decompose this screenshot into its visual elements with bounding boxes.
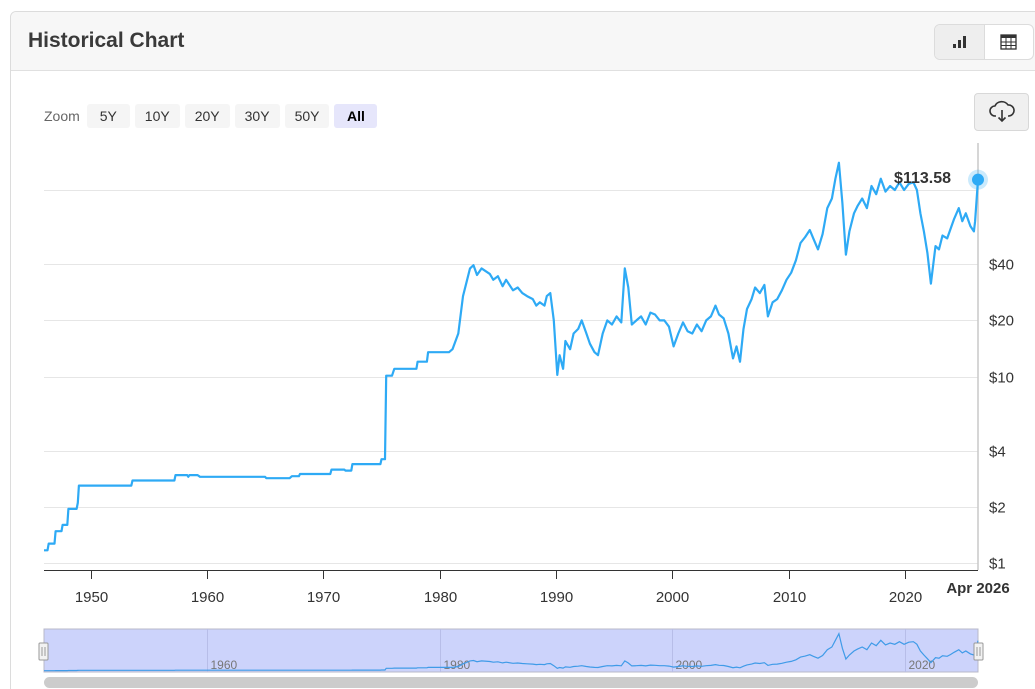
x-tick-label: 2000 [656,589,689,606]
y-tick-label: $4 [989,444,1006,461]
zoom-30y-button[interactable]: 30Y [234,104,280,128]
zoom-selector: Zoom 5Y 10Y 20Y 30Y 50Y All [44,104,378,128]
navigator-range[interactable] [43,628,979,673]
historical-chart-card: Historical Chart [10,11,1035,689]
zoom-label: Zoom [44,108,80,124]
price-line [44,161,980,552]
navigator-left-handle[interactable] [38,642,49,661]
cloud-download-icon [988,100,1015,123]
y-axis-labels: $1 $2 $4 $10 $20 $40 [989,257,1014,573]
zoom-5y-button[interactable]: 5Y [86,104,130,128]
y-tick-label: $20 [989,313,1014,330]
gridlines [44,190,978,564]
navigator-label: 2020 [909,658,936,672]
y-tick-label: $10 [989,370,1014,387]
navigator-label: 1980 [444,658,471,672]
y-tick-label: $1 [989,556,1006,573]
last-point-marker[interactable] [972,173,984,186]
zoom-20y-button[interactable]: 20Y [184,104,230,128]
table-view-button[interactable] [985,25,1034,59]
x-tick-label: 1990 [540,589,573,606]
x-end-label: Apr 2026 [946,580,1009,597]
view-toggle [934,24,1034,60]
zoom-all-button[interactable]: All [334,104,378,128]
navigator-line [44,632,979,672]
x-axis-labels: 1950 1960 1970 1980 1990 2000 2010 2020 [75,571,922,606]
download-button[interactable] [974,93,1029,131]
navigator-gridlines: 1960 1980 2000 2020 [207,629,936,672]
chart-view-button[interactable] [935,25,985,59]
x-tick-label: 1950 [75,589,108,606]
x-tick-label: 2010 [773,589,806,606]
page-title: Historical Chart [28,29,185,52]
card-header: Historical Chart [11,12,1035,71]
x-tick-label: 1960 [191,589,224,606]
navigator-label: 2000 [676,658,703,672]
x-tick-label: 1980 [424,589,457,606]
zoom-50y-button[interactable]: 50Y [284,104,330,128]
navigator-right-handle[interactable] [973,642,984,661]
y-tick-label: $2 [989,500,1006,517]
bar-chart-icon [953,36,967,48]
navigator-label: 1960 [211,658,238,672]
last-value-label: $113.58 [894,170,951,187]
navigator-scrollbar[interactable] [44,677,978,688]
zoom-10y-button[interactable]: 10Y [134,104,180,128]
table-icon [1000,34,1017,50]
y-tick-label: $40 [989,257,1014,274]
x-tick-label: 1970 [307,589,340,606]
x-tick-label: 2020 [889,589,922,606]
